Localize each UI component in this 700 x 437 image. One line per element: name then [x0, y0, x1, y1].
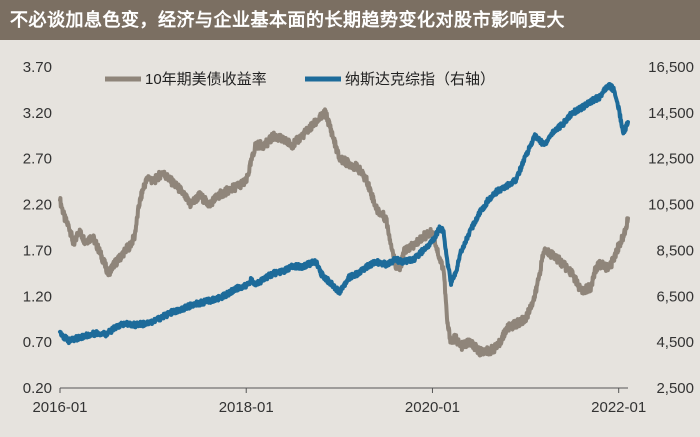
- y-left-tick-label: 2.70: [23, 151, 52, 168]
- y-right-tick-label: 12,500: [648, 151, 694, 168]
- y-right-tick-label: 8,500: [656, 242, 694, 259]
- series-lines: [58, 81, 630, 358]
- y-left-tick-label: 0.20: [23, 380, 52, 397]
- y-left-tick-label: 0.70: [23, 334, 52, 351]
- y-right-tick-label: 16,500: [648, 59, 694, 76]
- title-banner: 不必谈加息色变，经济与企业基本面的长期趋势变化对股市影响更大: [0, 0, 700, 40]
- series-line-treasury: [58, 107, 630, 358]
- axes: 0.20 0.70 1.20 1.70 2.20 2.70 3.20 3.70 2,500 4,5…: [23, 59, 694, 416]
- y-right-tick-label: 14,500: [648, 105, 694, 122]
- legend-label-nasdaq: 纳斯达克综指（右轴）: [345, 71, 495, 88]
- chart-title: 不必谈加息色变，经济与企业基本面的长期趋势变化对股市影响更大: [10, 10, 565, 31]
- series-line-nasdaq: [58, 81, 630, 346]
- y-right-tick-label: 2,500: [656, 380, 694, 397]
- legend-label-treasury: 10年期美债收益率: [145, 71, 267, 88]
- y-right-tick-label: 10,500: [648, 197, 694, 214]
- chart-area: 0.20 0.70 1.20 1.70 2.20 2.70 3.20 3.70 2,500 4,5…: [0, 40, 700, 433]
- y-right-tick-label: 4,500: [656, 334, 694, 351]
- x-tick-label: 2018-01: [219, 399, 274, 416]
- x-tick-label: 2022-01: [591, 399, 646, 416]
- y-left-tick-label: 3.70: [23, 59, 52, 76]
- y-left-tick-label: 3.20: [23, 105, 52, 122]
- legend: 10年期美债收益率 纳斯达克综指（右轴）: [105, 71, 495, 88]
- y-left-tick-label: 2.20: [23, 197, 52, 214]
- y-left-tick-label: 1.70: [23, 242, 52, 259]
- dual-axis-line-chart: 0.20 0.70 1.20 1.70 2.20 2.70 3.20 3.70 2,500 4,5…: [23, 59, 694, 416]
- y-left-tick-label: 1.20: [23, 288, 52, 305]
- y-right-tick-label: 6,500: [656, 288, 694, 305]
- x-tick-label: 2020-01: [405, 399, 460, 416]
- x-tick-label: 2016-01: [32, 399, 87, 416]
